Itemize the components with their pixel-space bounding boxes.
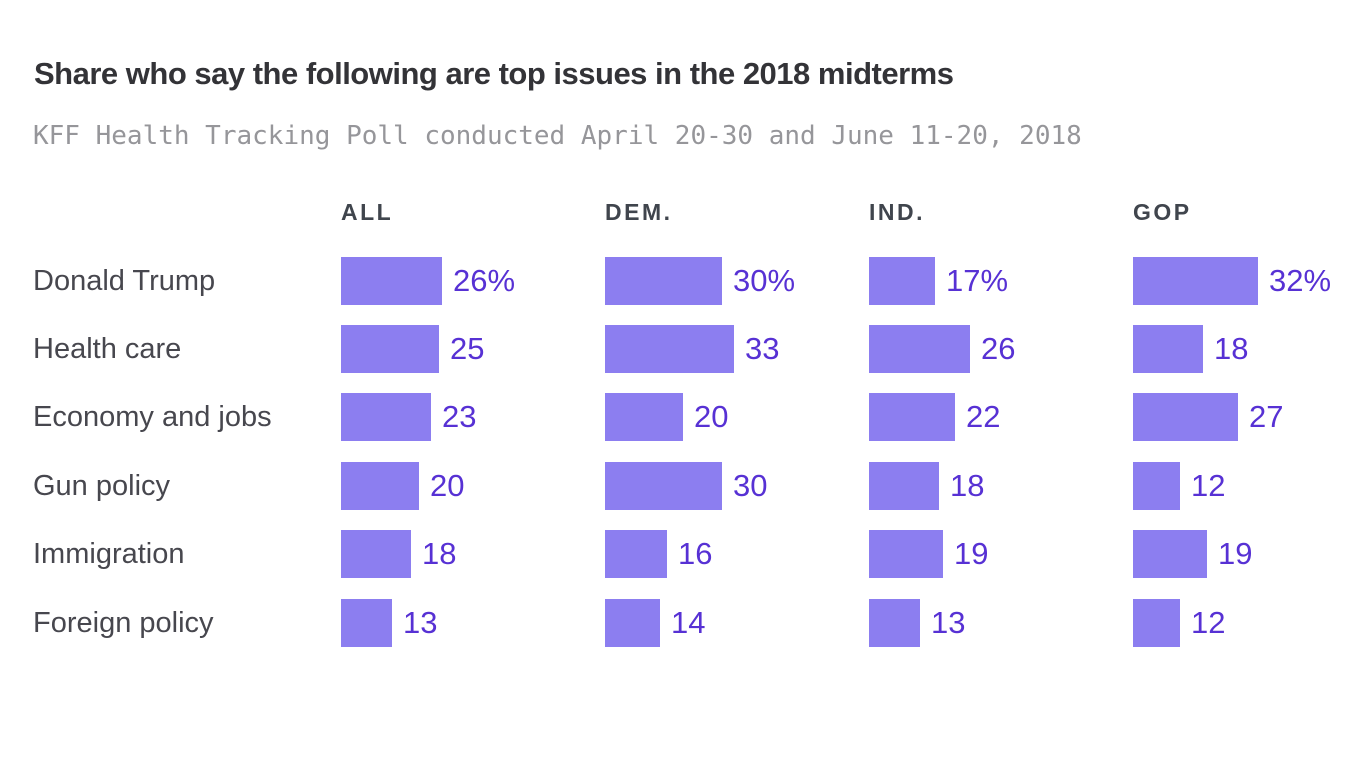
value-dem-economy-and-jobs: 20 [694, 399, 729, 434]
bar-gop-economy-and-jobs [1133, 393, 1238, 441]
value-dem-immigration: 16 [678, 536, 713, 571]
value-ind-donald-trump: 17% [946, 263, 1009, 298]
value-ind-immigration: 19 [954, 536, 989, 571]
row-label-foreign-policy: Foreign policy [33, 607, 214, 639]
column-header-gop: GOP [1133, 199, 1192, 225]
row-label-gun-policy: Gun policy [33, 470, 171, 502]
bar-dem-foreign-policy [605, 599, 660, 647]
bar-gop-immigration [1133, 530, 1207, 578]
bar-ind-donald-trump [869, 257, 935, 305]
row-label-economy-and-jobs: Economy and jobs [33, 401, 272, 433]
row-label-health-care: Health care [33, 333, 182, 365]
bar-ind-economy-and-jobs [869, 393, 955, 441]
value-gop-immigration: 19 [1218, 536, 1253, 571]
bar-gop-health-care [1133, 325, 1203, 373]
value-dem-health-care: 33 [745, 331, 780, 366]
bar-all-donald-trump [341, 257, 442, 305]
bar-all-foreign-policy [341, 599, 392, 647]
value-all-economy-and-jobs: 23 [442, 399, 477, 434]
value-ind-economy-and-jobs: 22 [966, 399, 1001, 434]
bar-dem-economy-and-jobs [605, 393, 683, 441]
bar-gop-donald-trump [1133, 257, 1258, 305]
bar-ind-immigration [869, 530, 943, 578]
value-gop-donald-trump: 32% [1269, 263, 1332, 298]
bar-all-health-care [341, 325, 439, 373]
row-label-donald-trump: Donald Trump [33, 265, 216, 297]
bar-all-immigration [341, 530, 411, 578]
value-all-gun-policy: 20 [430, 468, 465, 503]
value-gop-economy-and-jobs: 27 [1249, 399, 1284, 434]
value-dem-foreign-policy: 14 [671, 605, 706, 640]
bar-dem-health-care [605, 325, 734, 373]
value-dem-donald-trump: 30% [733, 263, 796, 298]
value-ind-health-care: 26 [981, 331, 1016, 366]
column-header-dem: DEM. [605, 199, 673, 225]
bar-gop-gun-policy [1133, 462, 1180, 510]
value-gop-foreign-policy: 12 [1191, 605, 1226, 640]
value-all-immigration: 18 [422, 536, 457, 571]
bar-dem-immigration [605, 530, 667, 578]
value-gop-health-care: 18 [1214, 331, 1249, 366]
value-gop-gun-policy: 12 [1191, 468, 1226, 503]
value-ind-gun-policy: 18 [950, 468, 985, 503]
bar-dem-gun-policy [605, 462, 722, 510]
bar-all-economy-and-jobs [341, 393, 431, 441]
chart-title: Share who say the following are top issu… [34, 56, 954, 91]
value-dem-gun-policy: 30 [733, 468, 768, 503]
value-all-health-care: 25 [450, 331, 485, 366]
bar-gop-foreign-policy [1133, 599, 1180, 647]
bar-all-gun-policy [341, 462, 419, 510]
bar-ind-health-care [869, 325, 970, 373]
bar-ind-foreign-policy [869, 599, 920, 647]
bar-dem-donald-trump [605, 257, 722, 305]
column-header-ind: IND. [869, 199, 925, 225]
column-header-all: ALL [341, 199, 394, 225]
chart-subtitle: KFF Health Tracking Poll conducted April… [33, 121, 1082, 151]
value-ind-foreign-policy: 13 [931, 605, 966, 640]
bar-ind-gun-policy [869, 462, 939, 510]
value-all-donald-trump: 26% [453, 263, 516, 298]
row-label-immigration: Immigration [33, 538, 185, 570]
value-all-foreign-policy: 13 [403, 605, 438, 640]
